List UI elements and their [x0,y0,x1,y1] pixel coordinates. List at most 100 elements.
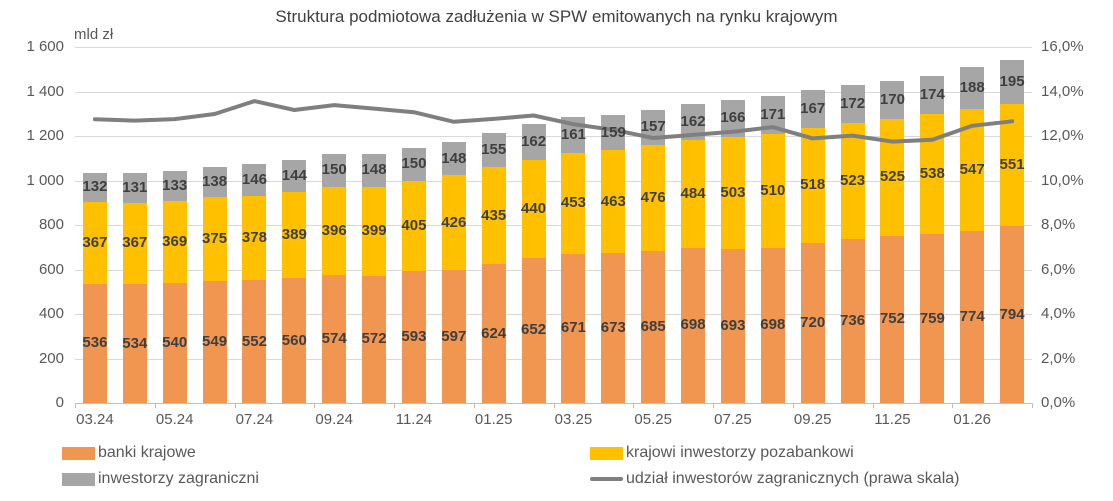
bar-value-label-inwestorzy-zagraniczni: 148 [441,149,467,167]
bar-value-label-inwestorzy-zagraniczni: 159 [600,123,626,141]
legend-item: krajowi inwestorzy pozabankowi [590,443,854,463]
gridline [75,314,1032,315]
bar-value-label-krajowi-inwestorzy-pozabankowi: 503 [720,183,746,201]
chart-title: Struktura podmiotowa zadłużenia w SPW em… [275,7,838,26]
gridline [75,269,1032,271]
x-axis-tick [872,403,874,408]
bar-segment-inwestorzy-zagraniczni [481,132,506,168]
x-axis-tick [792,403,794,408]
right-axis-tick-label: 4,0% [1041,305,1076,322]
x-axis-tick [633,403,635,408]
bar-segment-banki-krajowe [800,242,825,403]
bar-segment-banki-krajowe [162,282,187,403]
x-axis-tick-label: 03.25 [554,411,593,428]
bar-segment-krajowi-inwestorzy-pozabankowi [601,150,626,254]
bar-value-label-banki-krajowe: 794 [999,305,1025,323]
right-axis-tick-label: 16,0% [1041,38,1084,55]
bar-segment-banki-krajowe [920,234,945,403]
legend-line-marker [590,477,623,481]
x-axis-tick [713,403,714,408]
bar-segment-inwestorzy-zagraniczni [880,81,905,119]
left-axis-tick-label: 400 [38,305,64,322]
legend-color-swatch [62,446,95,460]
bar-value-label-krajowi-inwestorzy-pozabankowi: 476 [640,188,666,206]
bar-value-label-banki-krajowe: 752 [879,310,905,328]
bar-value-label-krajowi-inwestorzy-pozabankowi: 367 [82,233,108,251]
bar-value-label-banki-krajowe: 593 [401,328,427,346]
bar-value-label-krajowi-inwestorzy-pozabankowi: 484 [680,184,706,202]
bar-value-label-inwestorzy-zagraniczni: 170 [879,90,905,108]
bar-segment-krajowi-inwestorzy-pozabankowi [122,202,147,285]
bar-segment-banki-krajowe [1000,226,1025,403]
bar-value-label-banki-krajowe: 549 [202,332,228,350]
bar-value-label-banki-krajowe: 624 [481,324,507,342]
bar-segment-banki-krajowe [242,280,267,403]
bar-value-label-krajowi-inwestorzy-pozabankowi: 367 [122,234,148,252]
bar-value-label-inwestorzy-zagraniczni: 155 [481,141,507,159]
bar-value-label-inwestorzy-zagraniczni: 157 [640,118,666,136]
bar-segment-banki-krajowe [601,253,626,403]
bar-value-label-inwestorzy-zagraniczni: 162 [680,112,706,130]
bar-segment-banki-krajowe [641,250,666,403]
bar-value-label-banki-krajowe: 759 [919,309,945,327]
x-axis-tick-label: 01.25 [474,411,513,428]
bar-segment-banki-krajowe [282,278,307,403]
bar-segment-inwestorzy-zagraniczni [441,142,466,176]
legend-item: inwestorzy zagraniczni [62,469,259,489]
bar-value-label-banki-krajowe: 693 [720,316,746,334]
bar-segment-banki-krajowe [840,239,865,403]
left-axis-tick-label: 800 [38,216,64,233]
bar-value-label-banki-krajowe: 720 [800,313,826,331]
bar-value-label-banki-krajowe: 597 [441,327,467,345]
bar-segment-krajowi-inwestorzy-pozabankowi [82,202,107,284]
x-axis-tick-label: 01.26 [953,411,991,428]
x-axis-tick [394,403,395,408]
x-axis-tick [314,403,316,408]
x-axis-tick-label: 05.24 [155,411,194,428]
bar-value-label-krajowi-inwestorzy-pozabankowi: 551 [999,156,1025,174]
bar-segment-krajowi-inwestorzy-pozabankowi [481,167,506,265]
bar-segment-krajowi-inwestorzy-pozabankowi [242,196,267,281]
bar-segment-krajowi-inwestorzy-pozabankowi [840,122,865,240]
left-axis-tick-label: 1 400 [26,82,64,100]
x-axis-tick [154,403,156,408]
legend-color-swatch [590,446,623,460]
bar-segment-krajowi-inwestorzy-pozabankowi [362,186,387,276]
foreign-share-line-chart [92,99,1015,144]
bar-value-label-krajowi-inwestorzy-pozabankowi: 538 [919,165,945,183]
legend-item: udział inwestorów zagranicznych (prawa s… [590,469,959,489]
bar-segment-inwestorzy-zagraniczni [362,154,387,187]
right-axis-tick-label: 6,0% [1041,260,1076,278]
bar-segment-krajowi-inwestorzy-pozabankowi [641,144,666,251]
x-axis-tick-label: 09.25 [793,411,832,428]
x-axis-tick-label: 07.25 [714,411,752,428]
bar-value-label-banki-krajowe: 698 [760,316,786,334]
bar-value-label-banki-krajowe: 560 [281,331,307,349]
left-axis-tick-label: 1 600 [26,38,64,55]
bar-segment-banki-krajowe [880,235,905,403]
bar-value-label-krajowi-inwestorzy-pozabankowi: 389 [281,226,307,244]
bar-segment-banki-krajowe [362,275,387,403]
bar-segment-inwestorzy-zagraniczni [521,123,546,161]
bar-value-label-banki-krajowe: 774 [959,307,985,325]
right-axis-tick-label: 8,0% [1041,216,1076,233]
bar-segment-banki-krajowe [202,280,227,403]
legend-color-swatch [62,472,95,486]
gridline [75,358,1032,360]
x-axis-tick-label: 03.24 [76,411,114,428]
right-axis-tick-label: 14,0% [1041,82,1084,100]
bar-value-label-krajowi-inwestorzy-pozabankowi: 426 [441,213,467,231]
foreign-share-line [92,99,1015,144]
bar-value-label-krajowi-inwestorzy-pozabankowi: 463 [600,192,626,210]
bar-segment-krajowi-inwestorzy-pozabankowi [681,140,706,248]
bar-value-label-banki-krajowe: 540 [162,333,188,351]
bar-value-label-inwestorzy-zagraniczni: 172 [840,94,866,112]
gridline [75,225,1032,226]
left-axis-tick-label: 200 [38,349,64,367]
bar-segment-inwestorzy-zagraniczni [82,172,107,203]
bar-value-label-banki-krajowe: 652 [521,321,547,339]
bar-value-label-inwestorzy-zagraniczni: 131 [122,178,148,196]
x-axis-tick [553,403,555,408]
bar-value-label-krajowi-inwestorzy-pozabankowi: 435 [481,206,507,224]
